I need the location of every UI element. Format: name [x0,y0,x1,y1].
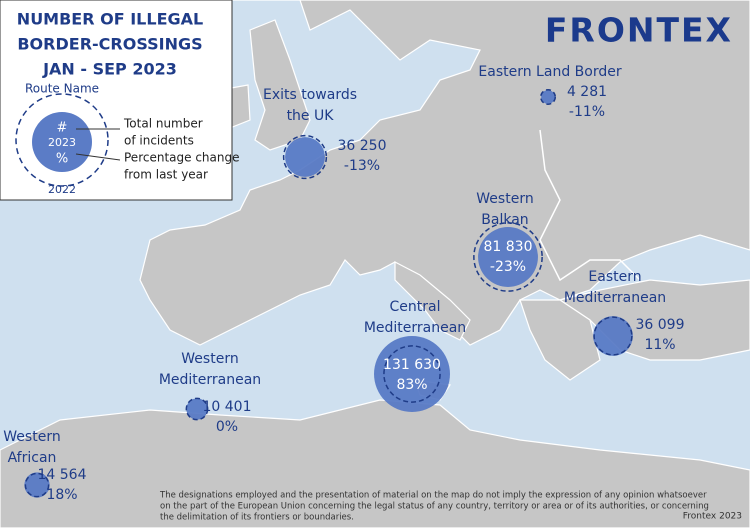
credit: Frontex 2023 [683,512,742,522]
route-name: Western [3,429,60,445]
route-count: 131 630 [383,357,441,373]
route-count: 36 099 [636,317,685,333]
legend-title: NUMBER OF ILLEGAL [17,10,203,29]
route-change: -23% [490,259,526,275]
legend-symbol: # [57,121,68,136]
route-count: 10 401 [203,399,252,415]
route-circle [24,472,50,498]
disclaimer: on the part of the European Union concer… [160,502,709,512]
route-change: 0% [216,419,238,435]
border [539,129,641,282]
legend-year: 2023 [48,136,76,149]
route-circle [374,336,450,412]
route-circle [593,316,633,356]
route-name: the UK [287,108,335,124]
legend-circle [32,112,92,172]
route-name: Balkan [481,212,528,228]
legend-route-name: Route Name [25,82,99,96]
route-change: 83% [396,377,427,393]
legend-percent: % [56,152,68,167]
legend-leader [75,153,121,161]
route-previous-circle [185,397,209,421]
route-previous-circle [383,345,441,403]
route-count: 14 564 [38,467,87,483]
route-name: Mediterranean [564,290,666,306]
legend-dashed-circle [15,93,109,187]
route-name: Mediterranean [364,320,466,336]
route-circle [285,137,325,177]
legend-label: Percentage change [124,151,239,165]
route-circle [186,398,208,420]
route-change: 11% [644,337,675,353]
route-circle [478,227,538,287]
legend-title: BORDER-CROSSINGS [17,35,202,54]
route-name: Central [390,299,441,315]
legend-year-previous: 2022 [48,183,76,196]
route-change: -11% [569,104,605,120]
logo: FRONTEX [545,11,733,50]
route-change: -13% [344,158,380,174]
route-name: Exits towards [263,87,357,103]
legend-title: JAN - SEP 2023 [42,60,177,79]
route-name: Western [476,191,533,207]
route-name: Mediterranean [159,372,261,388]
route-circle [541,90,555,104]
legend-label: from last year [124,168,208,182]
route-name: Eastern [588,269,641,285]
disclaimer: The designations employed and the presen… [159,491,707,501]
route-name: Western [181,351,238,367]
route-name: Eastern Land Border [478,64,621,80]
legend-label: of incidents [124,134,194,148]
route-previous-circle [24,472,50,498]
route-change: 18% [46,487,77,503]
route-count: 4 281 [567,84,607,100]
route-previous-circle [539,88,557,106]
route-previous-circle [593,316,633,356]
route-previous-circle [282,134,328,180]
route-count: 36 250 [338,138,387,154]
route-previous-circle [473,222,543,292]
route-count: 81 830 [484,239,533,255]
disclaimer: the delimitation of its frontiers or bou… [160,513,354,523]
legend-label: Total number [123,117,203,131]
route-name: African [8,450,57,466]
